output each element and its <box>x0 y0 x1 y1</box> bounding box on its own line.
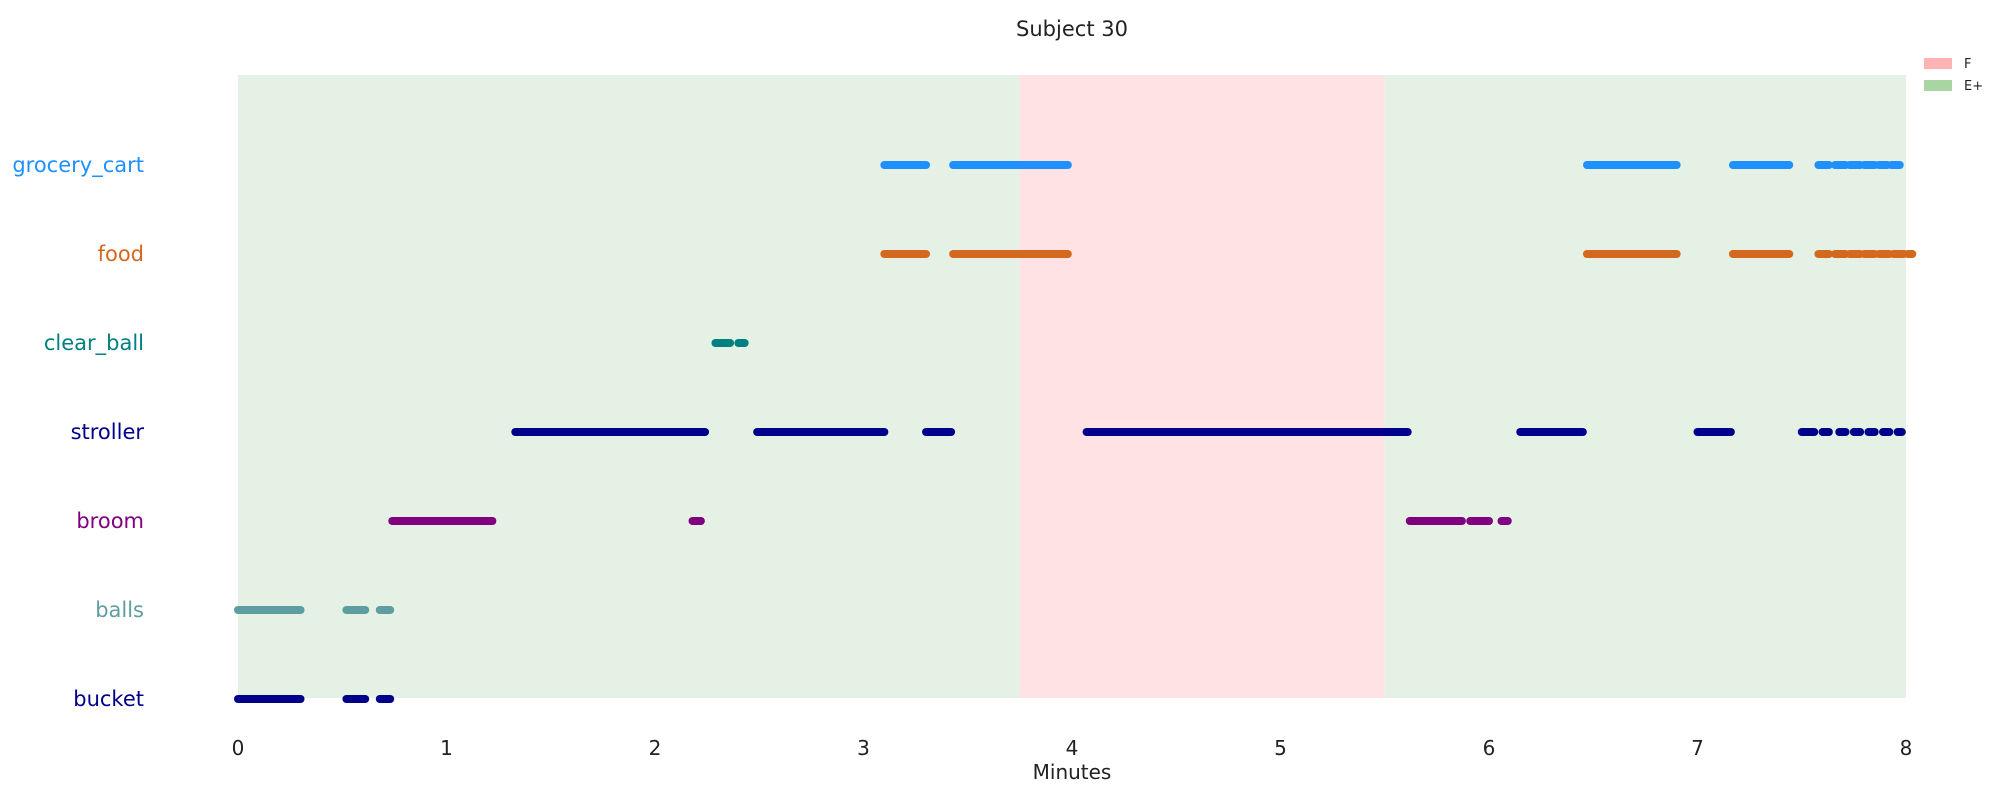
row-label-balls: balls <box>95 598 144 622</box>
row-label-food: food <box>98 242 144 266</box>
phase-region-f-1 <box>1019 75 1385 698</box>
x-tick-label-3: 3 <box>857 736 870 760</box>
x-tick-label-5: 5 <box>1274 736 1287 760</box>
legend: F E+ <box>1924 57 1983 94</box>
phase-region-e-plus-0 <box>238 75 1020 698</box>
x-tick-label-4: 4 <box>1066 736 1079 760</box>
x-axis-label: Minutes <box>1033 760 1112 784</box>
legend-label-f: F <box>1964 57 1971 72</box>
legend-label-e-plus: E+ <box>1964 79 1983 94</box>
x-tick-label-7: 7 <box>1691 736 1704 760</box>
x-tick-label-0: 0 <box>232 736 245 760</box>
chart-title: Subject 30 <box>1016 17 1128 41</box>
legend-swatch-f <box>1924 58 1952 69</box>
phase-region-e-plus-2 <box>1384 75 1906 698</box>
row-label-grocery-cart: grocery_cart <box>12 153 144 178</box>
legend-swatch-e-plus <box>1924 80 1952 91</box>
row-label-bucket: bucket <box>73 687 144 711</box>
x-tick-label-2: 2 <box>649 736 662 760</box>
x-tick-label-8: 8 <box>1900 736 1913 760</box>
row-label-clear-ball: clear_ball <box>44 331 144 356</box>
row-label-broom: broom <box>76 509 144 533</box>
row-label-stroller: stroller <box>71 420 145 444</box>
x-tick-label-1: 1 <box>440 736 453 760</box>
x-tick-label-6: 6 <box>1483 736 1496 760</box>
